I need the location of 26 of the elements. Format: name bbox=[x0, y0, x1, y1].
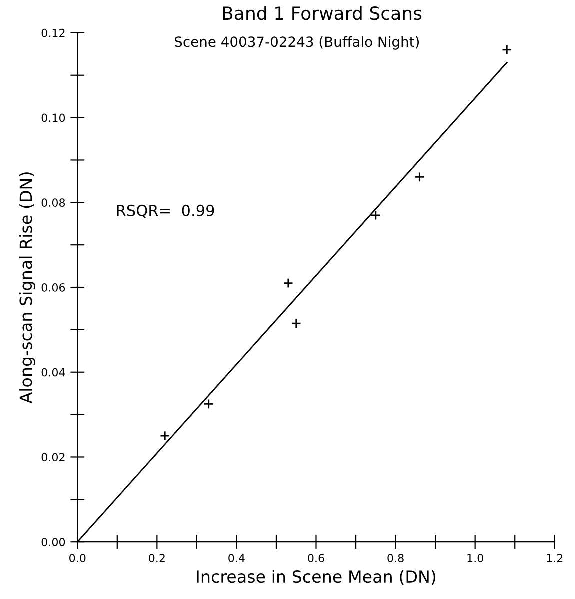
x-tick-label: 0.8 bbox=[388, 554, 404, 562]
x-tick-label: 0.2 bbox=[149, 554, 165, 562]
y-tick-label: 0.04 bbox=[42, 368, 66, 377]
point bbox=[283, 278, 294, 288]
y-tick-label: 0.06 bbox=[42, 283, 66, 292]
point bbox=[370, 210, 381, 220]
x-tick-label: 1.2 bbox=[547, 554, 563, 562]
point bbox=[291, 318, 302, 329]
x-tick-label: 0.0 bbox=[70, 554, 86, 562]
y-tick-label: 0.00 bbox=[42, 538, 66, 546]
y-axis-title: Along-scan Signal Rise (DN) bbox=[19, 172, 36, 404]
x-tick-label: 0.4 bbox=[228, 554, 245, 562]
point bbox=[414, 172, 425, 182]
x-axis-title: Increase in Scene Mean (DN) bbox=[197, 570, 436, 586]
x-tick-label: 0.6 bbox=[308, 554, 324, 562]
y-tick-label: 0.10 bbox=[42, 114, 66, 122]
point bbox=[160, 430, 170, 442]
y-tick-label: 0.02 bbox=[42, 453, 65, 462]
point bbox=[502, 44, 512, 56]
chart-subtitle: Scene 40037-02243 (Buffalo Night) bbox=[175, 36, 420, 50]
y-tick-label: 0.08 bbox=[42, 198, 66, 208]
annotation: RSQR= 0.99 bbox=[117, 204, 214, 218]
chart-title: Band 1 Forward Scans bbox=[223, 6, 422, 20]
point bbox=[204, 399, 214, 410]
x-tick-label: 1.0 bbox=[468, 554, 484, 562]
y-tick-label: 0.12 bbox=[42, 28, 65, 38]
